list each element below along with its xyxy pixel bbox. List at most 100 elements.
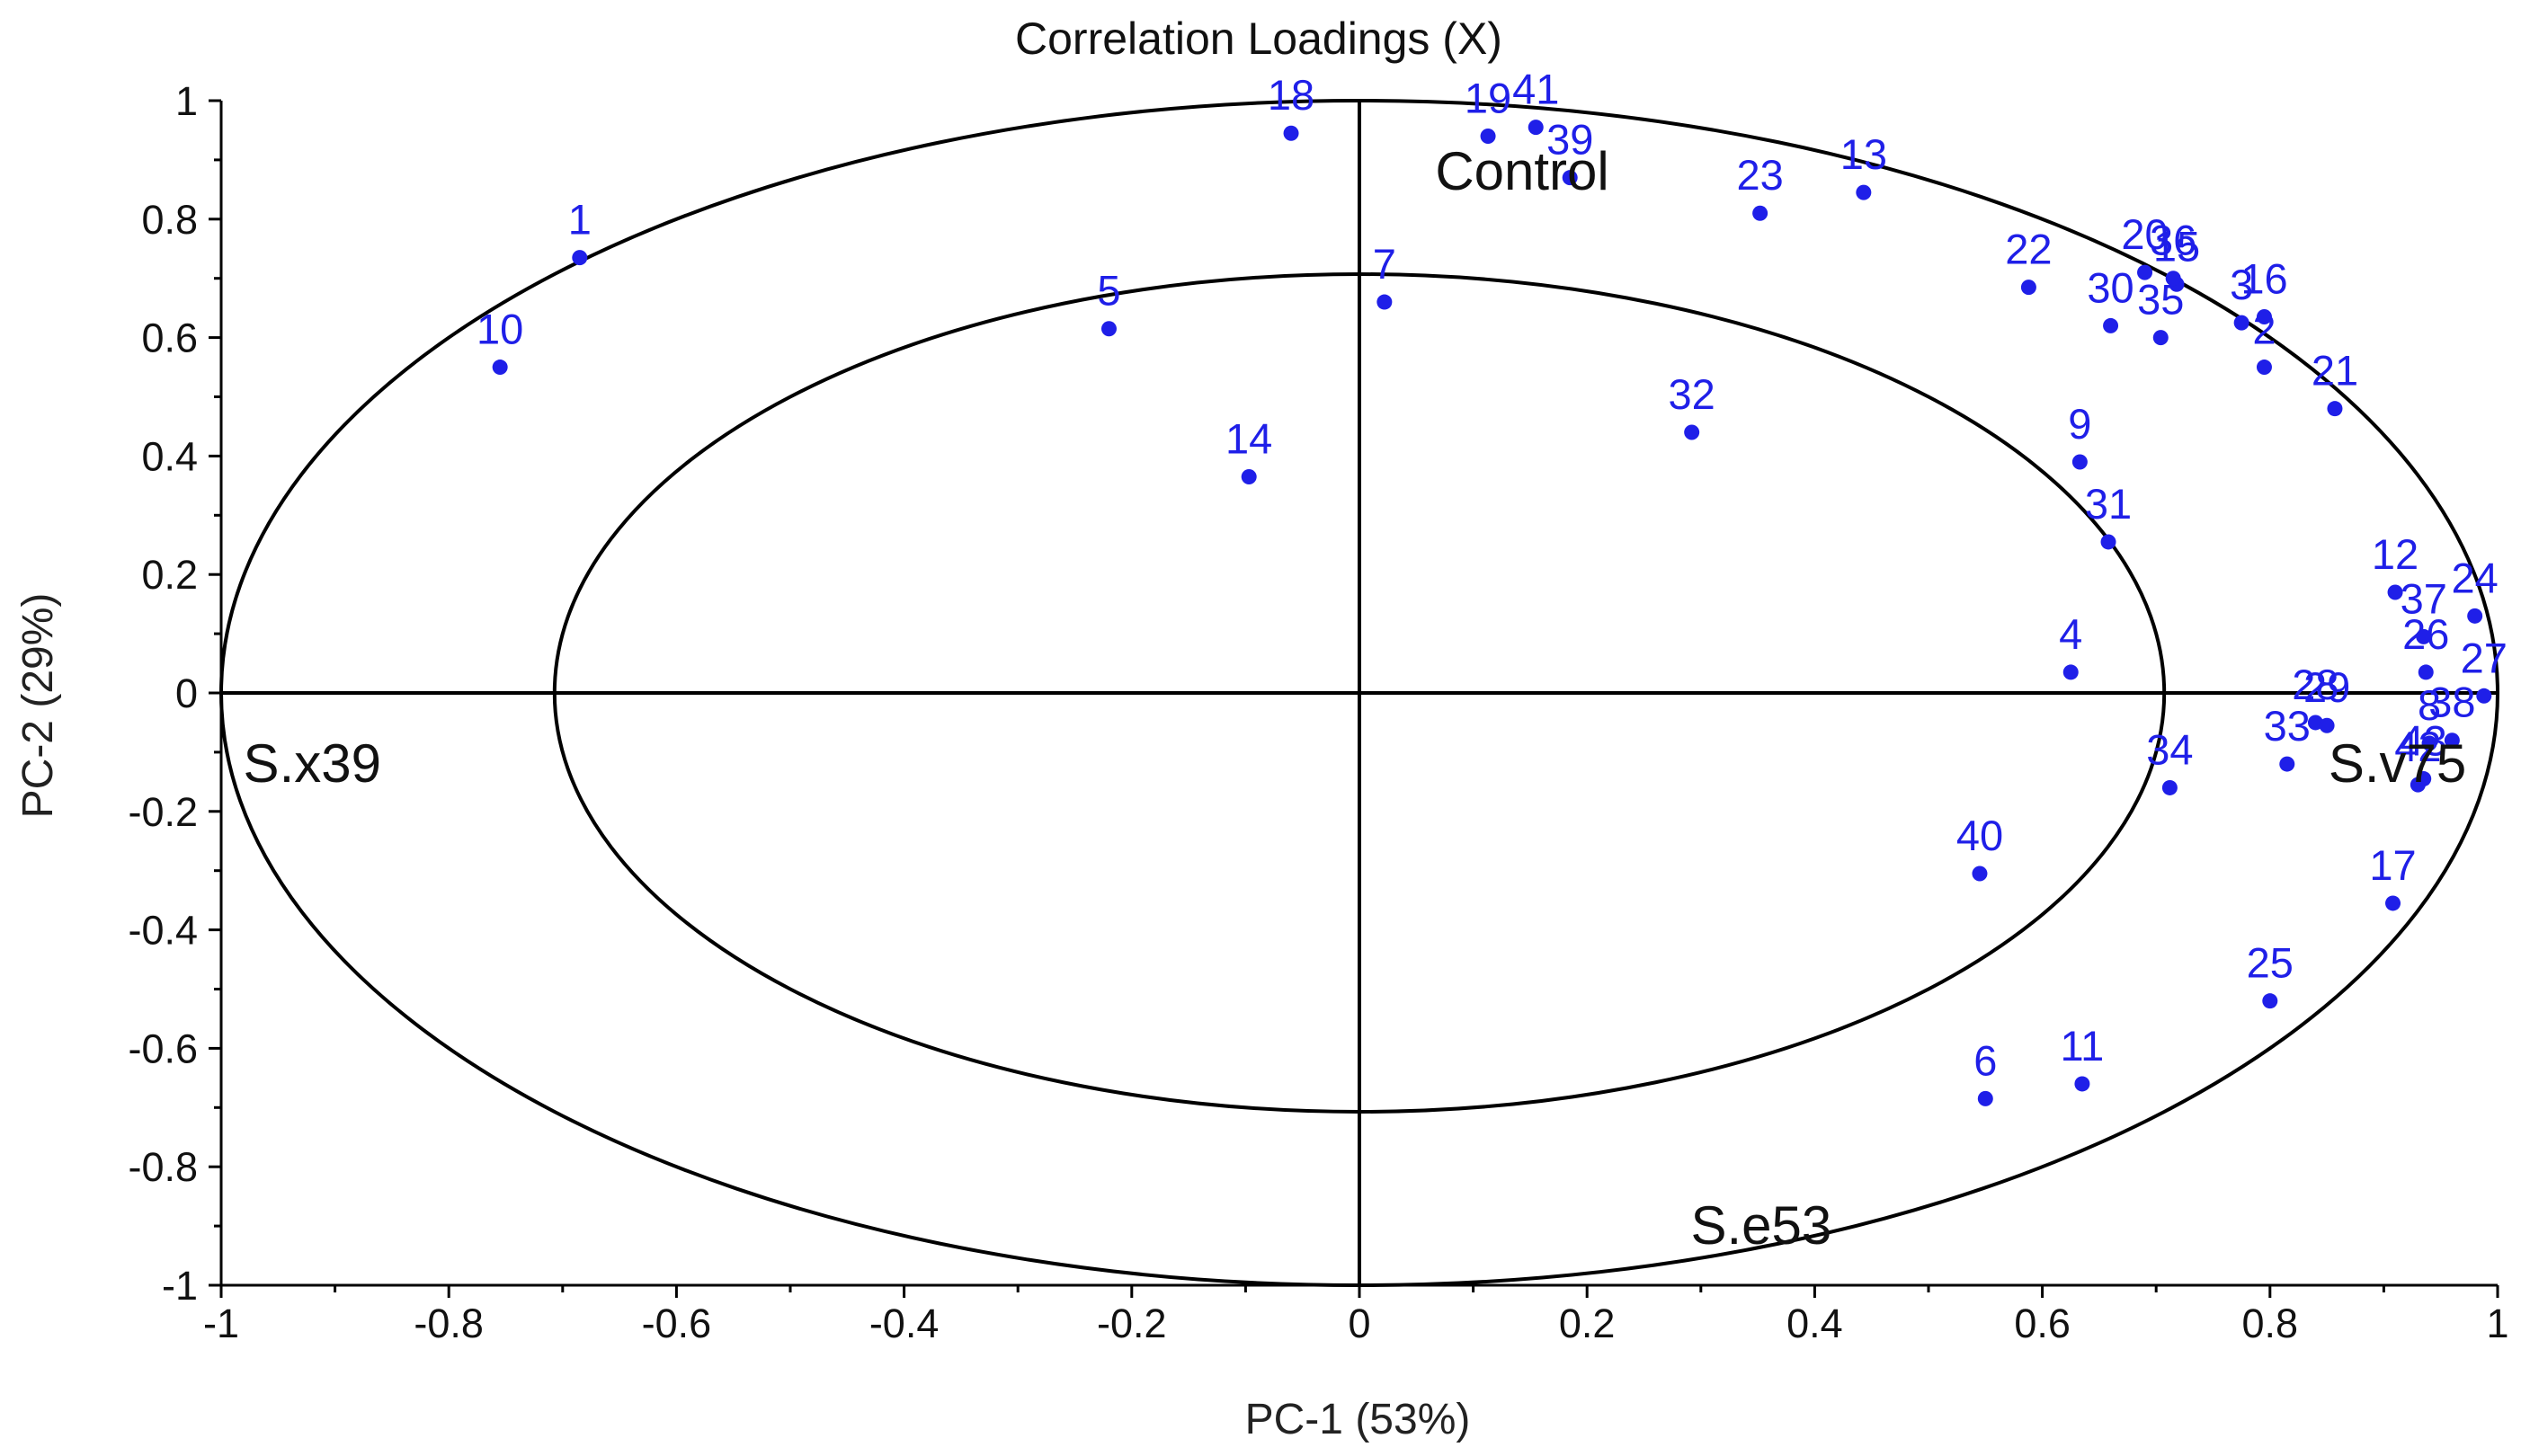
data-point [2161, 779, 2178, 795]
y-tick-label: -0.2 [128, 789, 198, 835]
y-tick-label: -1 [162, 1263, 198, 1309]
data-point [1684, 424, 1700, 440]
y-tick-label: 0.2 [141, 552, 198, 598]
y-tick-label: 0 [175, 670, 198, 716]
data-point-label: 15 [2153, 222, 2200, 270]
data-point-label: 28 [2292, 661, 2338, 708]
data-point [2421, 735, 2437, 751]
data-point [2444, 732, 2460, 749]
data-point [1480, 129, 1496, 145]
group-annotation: S.x39 [244, 733, 381, 794]
data-point-label: 23 [1736, 151, 1783, 199]
data-point-label: 39 [1546, 116, 1593, 164]
data-point [2071, 454, 2088, 470]
data-point-label: 31 [2085, 480, 2132, 528]
y-tick-label: -0.8 [128, 1144, 198, 1190]
data-point [2062, 664, 2079, 680]
data-point-label: 32 [1669, 370, 1715, 418]
data-point-label: 43 [2401, 717, 2447, 765]
data-point [2233, 315, 2249, 331]
data-point [1562, 170, 1578, 186]
data-point-label: 38 [2428, 679, 2475, 726]
x-axis-label: PC-1 (53%) [1245, 1396, 1471, 1443]
y-tick-label: 1 [175, 78, 198, 124]
data-point [2020, 280, 2036, 296]
data-point [2416, 628, 2432, 644]
axes: -1 -0.8 -0.6 -0.4 -0.2 0 0.2 0.4 0.6 0.8 1 -1 -0.8 -0… [128, 78, 2508, 1346]
data-point-label: 9 [2068, 400, 2091, 448]
group-annotation: Control [1435, 141, 1608, 201]
data-point-label: 11 [2061, 1022, 2105, 1070]
data-point [2137, 264, 2153, 280]
group-annotation: S.v75 [2329, 733, 2466, 794]
data-point-label: 6 [1973, 1036, 1997, 1084]
data-point-label: 24 [2452, 554, 2499, 601]
data-point-label: 13 [1840, 130, 1887, 178]
data-point [2319, 717, 2335, 733]
y-tick-label: -0.6 [128, 1025, 198, 1071]
data-point-label: 19 [1465, 75, 1511, 122]
data-point-label: 40 [1956, 812, 2003, 859]
data-point-label: 36 [2150, 217, 2196, 264]
x-tick-label: -0.8 [414, 1301, 484, 1346]
y-tick-label: 0.6 [141, 315, 198, 361]
data-point [2165, 271, 2181, 287]
data-point [2262, 993, 2278, 1009]
data-point-label: 21 [2312, 347, 2358, 395]
data-point-label: 22 [2005, 226, 2052, 273]
data-point [2256, 309, 2272, 325]
x-tick-label: 0.8 [2242, 1301, 2299, 1346]
data-point-label: 42 [2394, 723, 2441, 770]
data-point [1100, 321, 1117, 337]
data-point [2418, 664, 2434, 680]
data-point [2100, 534, 2116, 550]
data-point-label: 34 [2146, 725, 2193, 773]
data-point [2416, 771, 2432, 787]
data-point-label: 20 [2121, 210, 2168, 258]
data-point-label: 1 [568, 196, 592, 244]
data-point-label: 4 [2059, 610, 2082, 658]
data-point-label: 27 [2461, 634, 2508, 681]
data-point [2476, 688, 2492, 704]
x-tick-label: 0 [1348, 1301, 1370, 1346]
data-point-label: 14 [1225, 414, 1272, 462]
y-axis-label: PC-2 (29%) [14, 593, 62, 819]
data-point-label: 3 [2230, 261, 2253, 308]
data-point [1376, 294, 1393, 310]
y-tick-label: -0.4 [128, 908, 198, 954]
x-tick-label: -0.2 [1097, 1301, 1167, 1346]
data-point [1856, 184, 1872, 200]
data-point [1283, 125, 1299, 141]
data-point-label: 25 [2247, 939, 2294, 987]
data-point [2327, 401, 2343, 417]
chart-title: Correlation Loadings (X) [1015, 13, 1502, 64]
data-point-label: 17 [2369, 841, 2416, 889]
group-annotation: S.e53 [1690, 1195, 1831, 1256]
x-tick-label: 1 [2486, 1301, 2508, 1346]
data-point-label: 33 [2264, 702, 2311, 750]
data-point [2256, 360, 2272, 376]
data-point [1972, 866, 1988, 882]
data-point-label: 16 [2240, 255, 2287, 303]
data-point [1977, 1090, 1993, 1106]
data-point [1752, 205, 1768, 221]
data-point-label: 12 [2372, 530, 2419, 578]
data-point-label: 29 [2303, 663, 2350, 711]
data-point [2103, 317, 2119, 333]
data-point-label: 5 [1097, 267, 1120, 315]
data-point [2467, 608, 2483, 624]
data-point [2387, 584, 2403, 600]
x-tick-label: -0.4 [869, 1301, 940, 1346]
data-point [572, 250, 588, 266]
data-point-label: 18 [1268, 71, 1314, 119]
data-point [1241, 468, 1257, 484]
x-tick-label: -0.6 [642, 1301, 712, 1346]
x-tick-label: -1 [203, 1301, 239, 1346]
x-tick-label: 0.2 [1559, 1301, 1616, 1346]
y-tick-label: 0.4 [141, 433, 198, 479]
data-point-label: 37 [2401, 574, 2447, 622]
data-point-label: 10 [477, 306, 523, 353]
